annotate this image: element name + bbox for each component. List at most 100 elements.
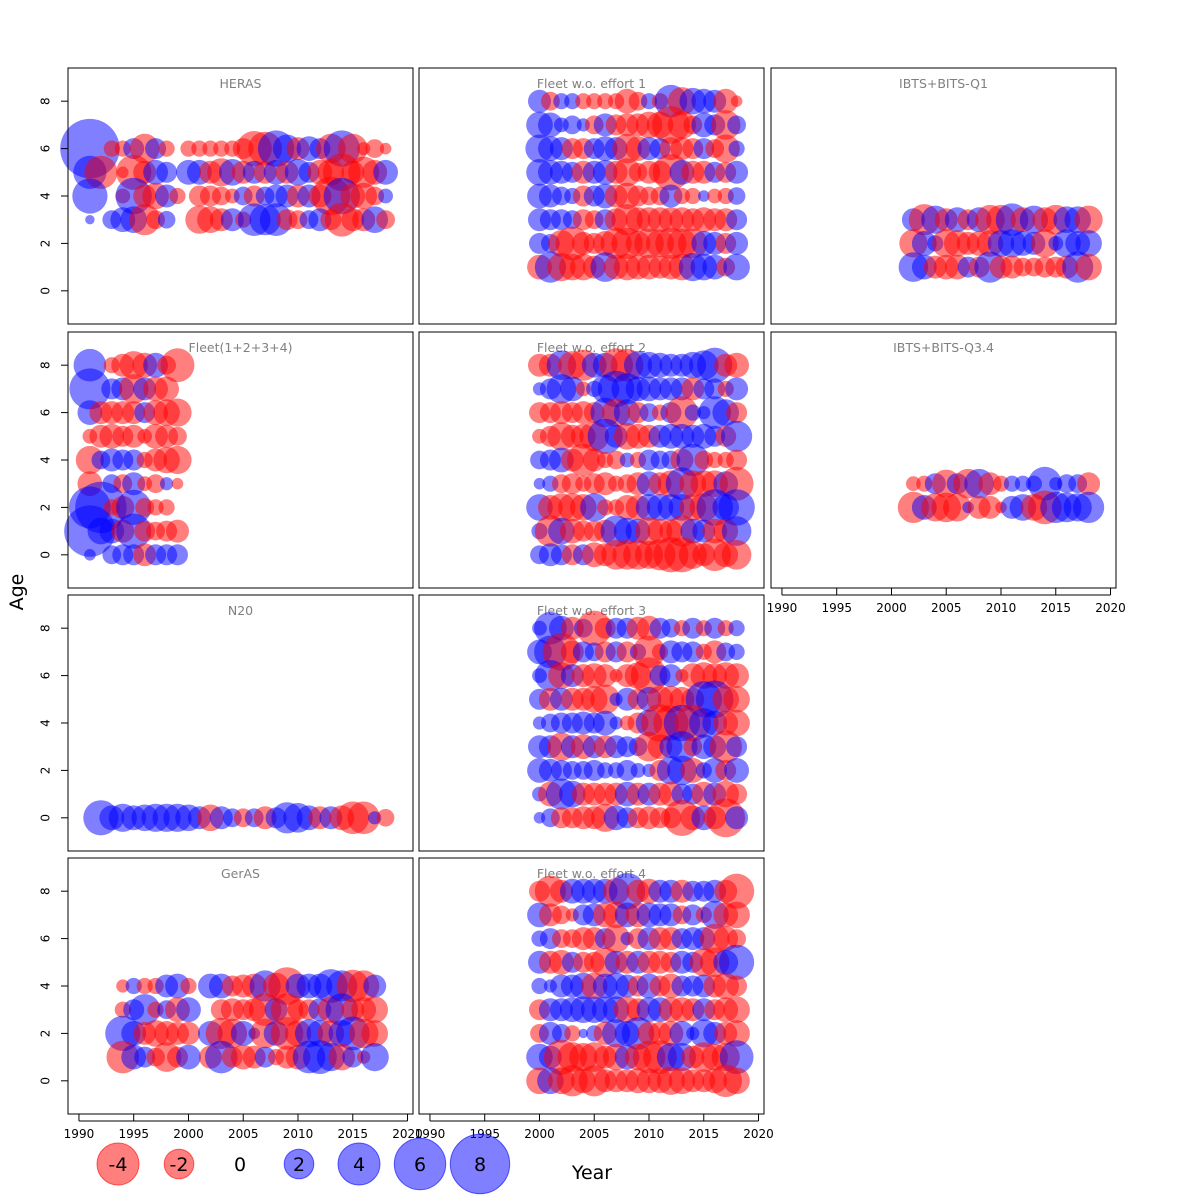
y-tick-label: 0: [39, 551, 53, 559]
residual-bubble: [606, 450, 626, 470]
residual-bubble: [363, 974, 387, 998]
legend-label: 2: [293, 1154, 305, 1176]
legend-bubble: [163, 1148, 195, 1180]
residual-bubble: [721, 420, 753, 452]
residual-bubble: [160, 477, 174, 491]
residual-bubble: [116, 979, 130, 993]
panel: IBTS+BITS-Q1: [770, 67, 1117, 325]
residual-bubble: [158, 140, 175, 157]
residual-bubble: [154, 376, 180, 402]
panel-frame: [770, 67, 1117, 325]
residual-bubble: [564, 1025, 581, 1042]
residual-bubble: [665, 396, 699, 429]
residual-bubble: [552, 905, 571, 925]
y-tick-label: 4: [39, 456, 53, 464]
residual-bubble: [122, 424, 146, 448]
residual-bubble: [157, 210, 176, 229]
residual-bubble: [361, 996, 389, 1023]
x-axis-label: Year: [571, 1162, 612, 1184]
x-tick-label: 2000: [876, 601, 907, 615]
residual-bubble: [578, 1028, 588, 1039]
residual-bubble: [723, 1020, 750, 1047]
legend-label: -4: [109, 1154, 128, 1176]
residual-bubble: [176, 1044, 201, 1070]
residual-bubble: [684, 404, 701, 421]
residual-bubble: [1073, 491, 1105, 523]
residual-bubble: [616, 759, 638, 781]
residual-bubble: [85, 215, 95, 225]
residual-bubble: [169, 187, 186, 205]
panel: IBTS+BITS-Q3.4: [770, 331, 1117, 589]
residual-bubble: [176, 997, 201, 1023]
residual-bubble: [592, 710, 618, 736]
residual-bubble: [84, 549, 96, 561]
residual-bubble: [726, 736, 748, 758]
residual-bubble: [723, 1067, 750, 1095]
x-tick-label: 2005: [931, 601, 962, 615]
residual-bubble: [1075, 253, 1102, 281]
residual-bubble: [726, 209, 748, 231]
residual-bubble: [724, 758, 749, 783]
y-tick-label: 2: [39, 504, 53, 512]
x-tick-label: 2015: [1040, 601, 1071, 615]
bubble-size-legend: -4 -2 0 2 4 6 8: [96, 1133, 511, 1195]
panel-frame: [418, 857, 765, 1115]
x-tick-label: 1990: [767, 601, 798, 615]
legend-bubble: [393, 1137, 447, 1191]
residual-bubble: [559, 376, 585, 402]
x-tick-label: 2015: [337, 1127, 368, 1141]
y-tick-label: 8: [39, 887, 53, 895]
legend-bubble: [96, 1142, 140, 1186]
panel-frame: [418, 594, 765, 852]
residual-bubble: [69, 368, 111, 410]
panel-title: HERAS: [220, 76, 262, 91]
panel: Fleet w.o. effort 3: [418, 594, 765, 852]
panel: GerAS: [67, 857, 414, 1115]
y-tick-label: 8: [39, 624, 53, 632]
residual-bubble: [168, 426, 187, 446]
residual-bubble: [533, 477, 546, 490]
residual-bubble: [726, 402, 748, 424]
panel-title: IBTS+BITS-Q3.4: [893, 340, 994, 355]
residual-bubble: [713, 88, 739, 114]
y-tick-label: 6: [39, 145, 53, 153]
legend-label: -2: [170, 1154, 189, 1176]
residual-bubble: [978, 495, 1002, 519]
residual-bubble: [1077, 472, 1101, 496]
residual-bubble: [167, 544, 188, 566]
x-tick-label: 2020: [392, 1127, 423, 1141]
residual-bubble: [669, 1021, 695, 1046]
residual-bubble: [72, 178, 108, 214]
residual-bubble: [373, 159, 398, 185]
residual-bubble: [723, 709, 750, 737]
residual-bubble: [180, 977, 197, 995]
y-tick-label: 0: [39, 814, 53, 822]
y-tick-label: 8: [39, 361, 53, 369]
residual-bubble: [719, 944, 755, 980]
residual-bubble: [122, 472, 146, 496]
residual-bubble: [160, 348, 195, 383]
residual-bubble: [365, 186, 385, 206]
y-tick-label: 4: [39, 192, 53, 200]
x-tick-label: 2015: [688, 1127, 719, 1141]
residual-bubble: [719, 873, 755, 909]
residual-bubble: [158, 499, 175, 516]
residual-bubble: [723, 253, 750, 281]
residual-bubble: [727, 929, 746, 948]
y-tick-label: 6: [39, 935, 53, 943]
residual-bubble: [730, 95, 743, 107]
residual-bubble: [1074, 205, 1103, 234]
residual-bubble: [725, 806, 749, 830]
residual-bubble: [723, 901, 750, 929]
residual-bubble: [718, 489, 755, 526]
y-tick-label: 2: [39, 1030, 53, 1038]
panel: Fleet w.o. effort 1: [418, 67, 765, 325]
panel: Fleet w.o. effort 4: [418, 857, 765, 1115]
x-tick-label: 2000: [173, 1127, 204, 1141]
legend-label: 4: [353, 1154, 365, 1176]
y-tick-label: 4: [39, 982, 53, 990]
residual-bubble: [630, 763, 646, 778]
residual-bubble: [177, 1021, 200, 1045]
x-tick-label: 1990: [415, 1127, 446, 1141]
residual-bubble: [602, 924, 631, 953]
